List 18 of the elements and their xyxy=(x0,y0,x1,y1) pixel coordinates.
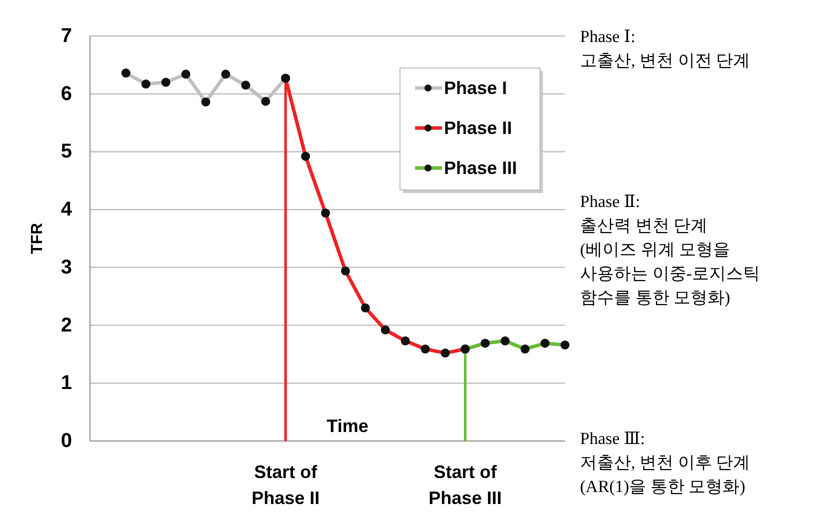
y-tick-label: 4 xyxy=(60,198,73,221)
legend-label: Phase II xyxy=(444,118,512,138)
y-tick-label: 6 xyxy=(60,82,72,105)
text: Phase Ⅰ: 고출산, 변천 이전 단계 xyxy=(580,27,750,70)
legend-label: Phase I xyxy=(444,78,508,98)
x-axis-title: Time xyxy=(326,416,368,436)
text: Phase Ⅱ: 출산력 변천 단계 (베이즈 위계 모형을 사용하는 이중-로지스틱 함수를 통한 모형화) xyxy=(580,192,760,307)
y-tick-label: 1 xyxy=(60,372,72,394)
x-tick-label: Start of Phase III xyxy=(428,462,502,508)
x-tick-label: Start of Phase II xyxy=(252,462,320,508)
y-tick-label: 5 xyxy=(60,140,72,163)
y-tick-label: 0 xyxy=(60,430,72,452)
y-axis-title: TFR xyxy=(29,222,46,254)
y-tick-label: 7 xyxy=(60,25,72,47)
y-tick-label: 3 xyxy=(60,256,72,278)
text: Phase Ⅲ: 저출산, 변천 이후 단계 (AR(1)을 통한 모형화) xyxy=(580,429,750,496)
legend-label: Phase III xyxy=(444,158,518,178)
y-tick-label: 2 xyxy=(60,314,72,336)
